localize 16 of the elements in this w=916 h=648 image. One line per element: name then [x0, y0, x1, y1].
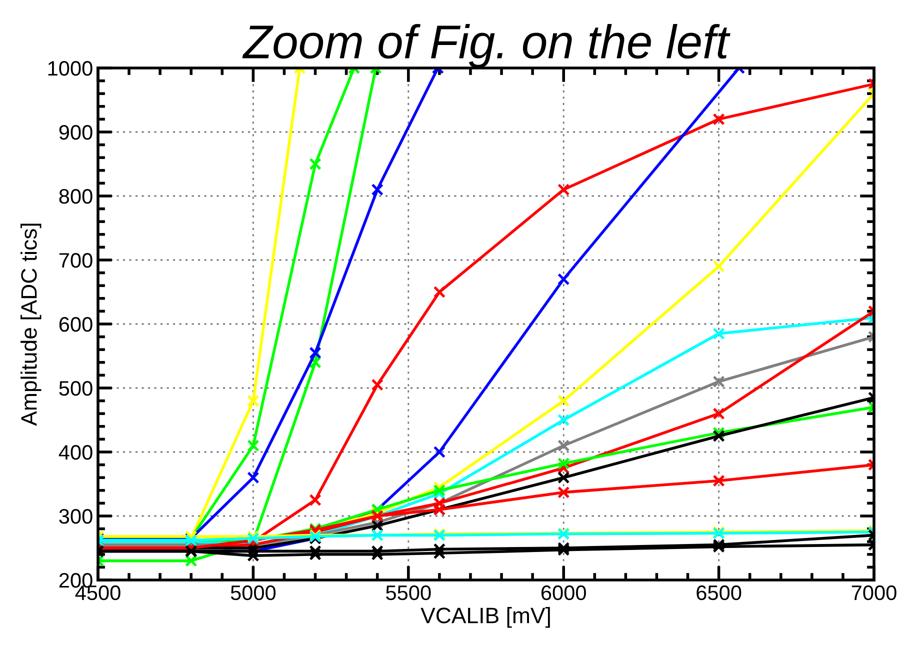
x-tick-label: 5500: [386, 585, 431, 600]
y-tick-label: 300: [59, 509, 92, 524]
x-axis-title: VCALIB [mV]: [420, 607, 550, 628]
y-tick-label: 500: [59, 381, 92, 396]
x-tick-label: 6000: [541, 585, 586, 600]
y-tick-label: 700: [59, 253, 92, 268]
y-tick-label: 900: [59, 125, 92, 140]
y-axis-title: Amplitude [ADC tics]: [20, 224, 42, 426]
y-tick-label: 600: [59, 317, 92, 332]
x-tick-label: 7000: [852, 585, 896, 600]
y-tick-label: 1000: [48, 61, 92, 76]
y-tick-label: 800: [59, 189, 92, 204]
chart-title: Zoom of Fig. on the left: [242, 24, 730, 68]
x-tick-label: 6500: [696, 585, 742, 600]
y-tick-label: 400: [58, 445, 92, 460]
x-tick-label: 5000: [230, 585, 276, 600]
